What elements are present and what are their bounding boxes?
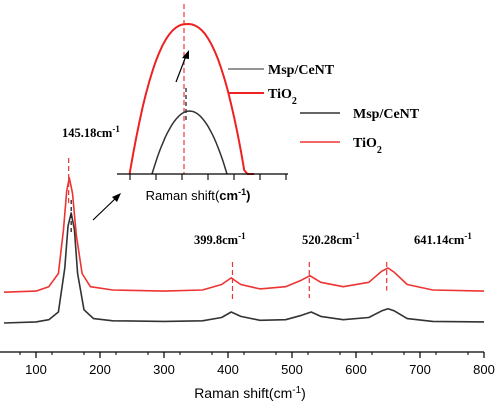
legend-label-sub-1: 2 [377,145,382,156]
peak-label-value-2: 520.28cm [302,233,353,247]
pointer-arrow-head [112,193,121,202]
x-tick-label-500: 500 [281,362,303,377]
legend-label-0: Msp/CeNT [353,107,420,122]
x-axis-ticks: 100 200 300 400 500 600 700 800 [19,352,495,377]
inset-axis-title-unit: cm [219,188,238,203]
peak-label-3: 641.14cm-1 [414,231,472,247]
inset-legend-label-main-0: Msp/CeNT [268,63,335,78]
peak-label-value-0: 145.18cm [62,126,113,140]
x-tick-label-400: 400 [217,362,239,377]
peak-label-exp-1: -1 [238,231,246,241]
x-axis-title-paren-open: ( [269,385,274,401]
x-axis-title-exp: -1 [292,385,301,396]
pointer-arrow-shaft [92,196,118,221]
legend-label-1: TiO2 [353,136,382,156]
x-axis-title-unit: cm [274,385,293,401]
x-tick-label-300: 300 [153,362,175,377]
x-tick-label-200: 200 [89,362,111,377]
series-line-0 [3,212,485,324]
series-line-1 [3,177,485,293]
x-tick-label-700: 700 [409,362,431,377]
inset-axis-title: Raman shift(cm-1) [146,187,251,203]
peak-label-value-3: 641.14cm [414,233,465,247]
x-axis-title-paren-close: ) [301,385,306,401]
inset-mspcent-curve [151,110,228,175]
x-tick-label-800: 800 [473,362,495,377]
x-axis-title-main: Raman shift [194,385,269,401]
inset-legend-label-0: Msp/CeNT [268,63,335,78]
inset-axis-title-exp: -1 [238,187,246,197]
inset-axis-ticks [129,174,287,180]
peak-label-exp-2: -1 [352,231,360,241]
main-legend: Msp/CeNT TiO2 [300,107,420,156]
x-axis-title: Raman shift(cm-1) [194,385,306,402]
inset-axis-title-paren-open: ( [215,188,220,203]
peak-label-exp-3: -1 [464,231,472,241]
inset-plot: Raman shift(cm-1) Msp/CeNT TiO2 [117,4,335,203]
x-tick-label-600: 600 [345,362,367,377]
inset-axis-title-main: Raman shift [146,188,216,203]
peak-label-value-1: 399.8cm [194,233,239,247]
inset-axis-title-paren-close: ) [246,188,250,203]
x-tick-label-100: 100 [25,362,47,377]
inset-tio2-curve [128,22,255,175]
inset-legend-label-sub-1: 2 [292,96,297,107]
peak-label-exp-0: -1 [112,124,120,134]
legend-label-main-1: TiO [353,136,377,151]
main-series-group [3,177,485,324]
peak-label-2: 520.28cm-1 [302,231,360,247]
inset-arrow-head [182,50,189,59]
legend-label-main-0: Msp/CeNT [353,107,420,122]
peak-label-0: 145.18cm-1 [62,124,120,140]
inset-arrow-shaft [175,55,187,83]
inset-legend-label-1: TiO2 [268,87,297,107]
inset-legend-label-main-1: TiO [268,87,292,102]
peak-label-1: 399.8cm-1 [194,231,246,247]
inset-legend: Msp/CeNT TiO2 [228,63,335,107]
